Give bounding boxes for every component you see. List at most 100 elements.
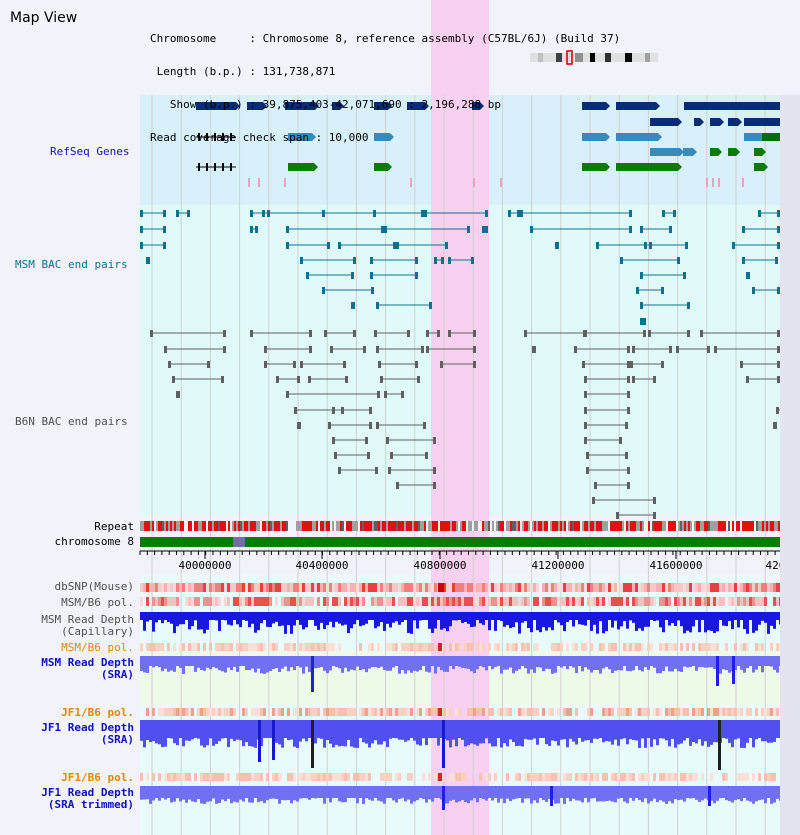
jf1-pol-cell bbox=[671, 708, 674, 716]
dbsnp-cell bbox=[485, 583, 488, 592]
jf1-sra-depth-bar bbox=[572, 738, 575, 742]
msm-sra-depth-bar bbox=[530, 666, 533, 670]
jf1-trim-depth-bar bbox=[191, 798, 194, 802]
msm-cap-depth-bar bbox=[527, 620, 530, 629]
repeat-segment bbox=[756, 521, 758, 531]
jf1-pol-cell-2 bbox=[302, 773, 305, 781]
jf1-trim-depth-bar bbox=[413, 798, 416, 802]
jf1-pol-cell-2 bbox=[773, 773, 776, 781]
msm-bac-end bbox=[376, 302, 379, 309]
dbsnp-cell bbox=[758, 583, 761, 592]
jf1-pol-cell bbox=[770, 708, 773, 716]
jf1-sra-depth-bar bbox=[212, 738, 215, 746]
repeat-segment bbox=[754, 521, 756, 531]
dbsnp-cell bbox=[674, 583, 677, 592]
dbsnp-cell bbox=[722, 583, 725, 592]
b6n-bac-end bbox=[386, 437, 389, 444]
repeat-segment bbox=[238, 521, 240, 531]
jf1-pol-cell bbox=[338, 708, 341, 716]
msm-cap-depth-bar bbox=[524, 620, 527, 621]
dbsnp-cell bbox=[161, 583, 164, 592]
repeat-segment bbox=[584, 521, 586, 531]
repeat-segment bbox=[376, 521, 378, 531]
msm-bac-end bbox=[371, 287, 374, 294]
jf1-pol-cell-2 bbox=[602, 773, 605, 781]
msm-pol-cell-2 bbox=[551, 643, 554, 651]
repeat-segment bbox=[240, 521, 242, 531]
jf1-trim-depth-bar bbox=[170, 798, 173, 803]
msm-bac-end bbox=[286, 242, 289, 249]
jf1-pol-cell bbox=[695, 708, 698, 716]
jf1-pol-cell bbox=[473, 708, 476, 716]
jf1-trim-depth-bar bbox=[344, 798, 347, 803]
jf1-sra-depth-bar bbox=[386, 738, 389, 748]
repeat-segment bbox=[720, 521, 722, 531]
msm-cap-depth-bar bbox=[746, 620, 749, 634]
msm-cap-depth-bar bbox=[515, 620, 518, 623]
dbsnp-cell bbox=[467, 583, 470, 592]
repeat-segment bbox=[254, 521, 256, 531]
jf1-sra-depth-bar bbox=[608, 738, 611, 742]
msm-pol-cell-2 bbox=[674, 643, 677, 651]
jf1-pol-cell bbox=[374, 708, 377, 716]
msm-pol-cell-2 bbox=[533, 643, 536, 651]
dbsnp-cell bbox=[203, 583, 206, 592]
msm-bac-end bbox=[429, 302, 432, 309]
repeat-segment bbox=[244, 521, 246, 531]
dbsnp-cell bbox=[179, 583, 182, 592]
repeat-segment bbox=[538, 521, 540, 531]
jf1-pol-cell-2 bbox=[275, 773, 278, 781]
msm-cap-depth-base bbox=[140, 612, 780, 620]
msm-cap-depth-bar bbox=[236, 620, 239, 625]
msm-pol-cell-2 bbox=[776, 643, 779, 651]
msm-cap-depth-bar bbox=[503, 620, 506, 627]
msm-pol-cell-2 bbox=[467, 643, 470, 651]
msm-sra-depth-bar bbox=[485, 666, 488, 671]
repeat-segment bbox=[200, 521, 202, 531]
msm-pol-cell bbox=[374, 597, 377, 606]
msm-pol-cell bbox=[161, 597, 164, 606]
msm-sra-depth-bar bbox=[617, 666, 620, 671]
jf1-pol-cell bbox=[383, 708, 386, 716]
repeat-segment bbox=[668, 521, 670, 531]
repeat-segment bbox=[732, 521, 734, 531]
jf1-pol-cell bbox=[659, 708, 662, 716]
dbsnp-cell bbox=[509, 583, 512, 592]
repeat-segment bbox=[442, 521, 444, 531]
msm-cap-depth-bar bbox=[479, 620, 482, 624]
dbsnp-cell bbox=[275, 583, 278, 592]
msm-sra-depth-bar bbox=[593, 666, 596, 671]
jf1-pol-cell bbox=[185, 708, 188, 716]
jf1-pol-cell bbox=[191, 708, 194, 716]
jf1-pol-cell-2 bbox=[464, 773, 467, 781]
msm-pol-cell-2 bbox=[245, 643, 248, 651]
msm-sra-depth-bar bbox=[308, 666, 311, 673]
jf1-sra-depth-bar bbox=[362, 738, 365, 743]
dbsnp-cell bbox=[761, 583, 764, 592]
jf1-pol-cell bbox=[665, 708, 668, 716]
jf1-pol-cell-2 bbox=[146, 773, 149, 781]
jf1-sra-depth-bar bbox=[149, 738, 152, 743]
repeat-segment bbox=[252, 521, 254, 531]
msm-bac-end bbox=[777, 287, 780, 294]
repeat-segment bbox=[462, 521, 464, 531]
repeat-segment bbox=[220, 521, 222, 531]
repeat-segment bbox=[328, 521, 330, 531]
repeat-segment bbox=[362, 521, 364, 531]
jf1-sra-depth-bar bbox=[419, 738, 422, 746]
msm-pol-cell bbox=[494, 597, 497, 606]
jf1-pol-cell-2 bbox=[449, 773, 452, 781]
jf1-sra-depth-bar bbox=[755, 738, 758, 740]
jf1-sra-depth-bar bbox=[200, 738, 203, 746]
msm-bac-end bbox=[351, 272, 354, 279]
jf1-pol-cell bbox=[278, 708, 281, 716]
jf1-trim-depth-bar bbox=[428, 798, 431, 800]
ideogram-band bbox=[625, 53, 632, 62]
jf1-pol-cell-2 bbox=[212, 773, 215, 781]
jf1-sra-depth-bar bbox=[566, 738, 569, 748]
jf1-pol-cell bbox=[206, 708, 209, 716]
msm-sra-depth-bar bbox=[320, 666, 323, 668]
msm-sra-depth-bar bbox=[713, 666, 716, 669]
msm-pol-cell bbox=[713, 597, 716, 606]
